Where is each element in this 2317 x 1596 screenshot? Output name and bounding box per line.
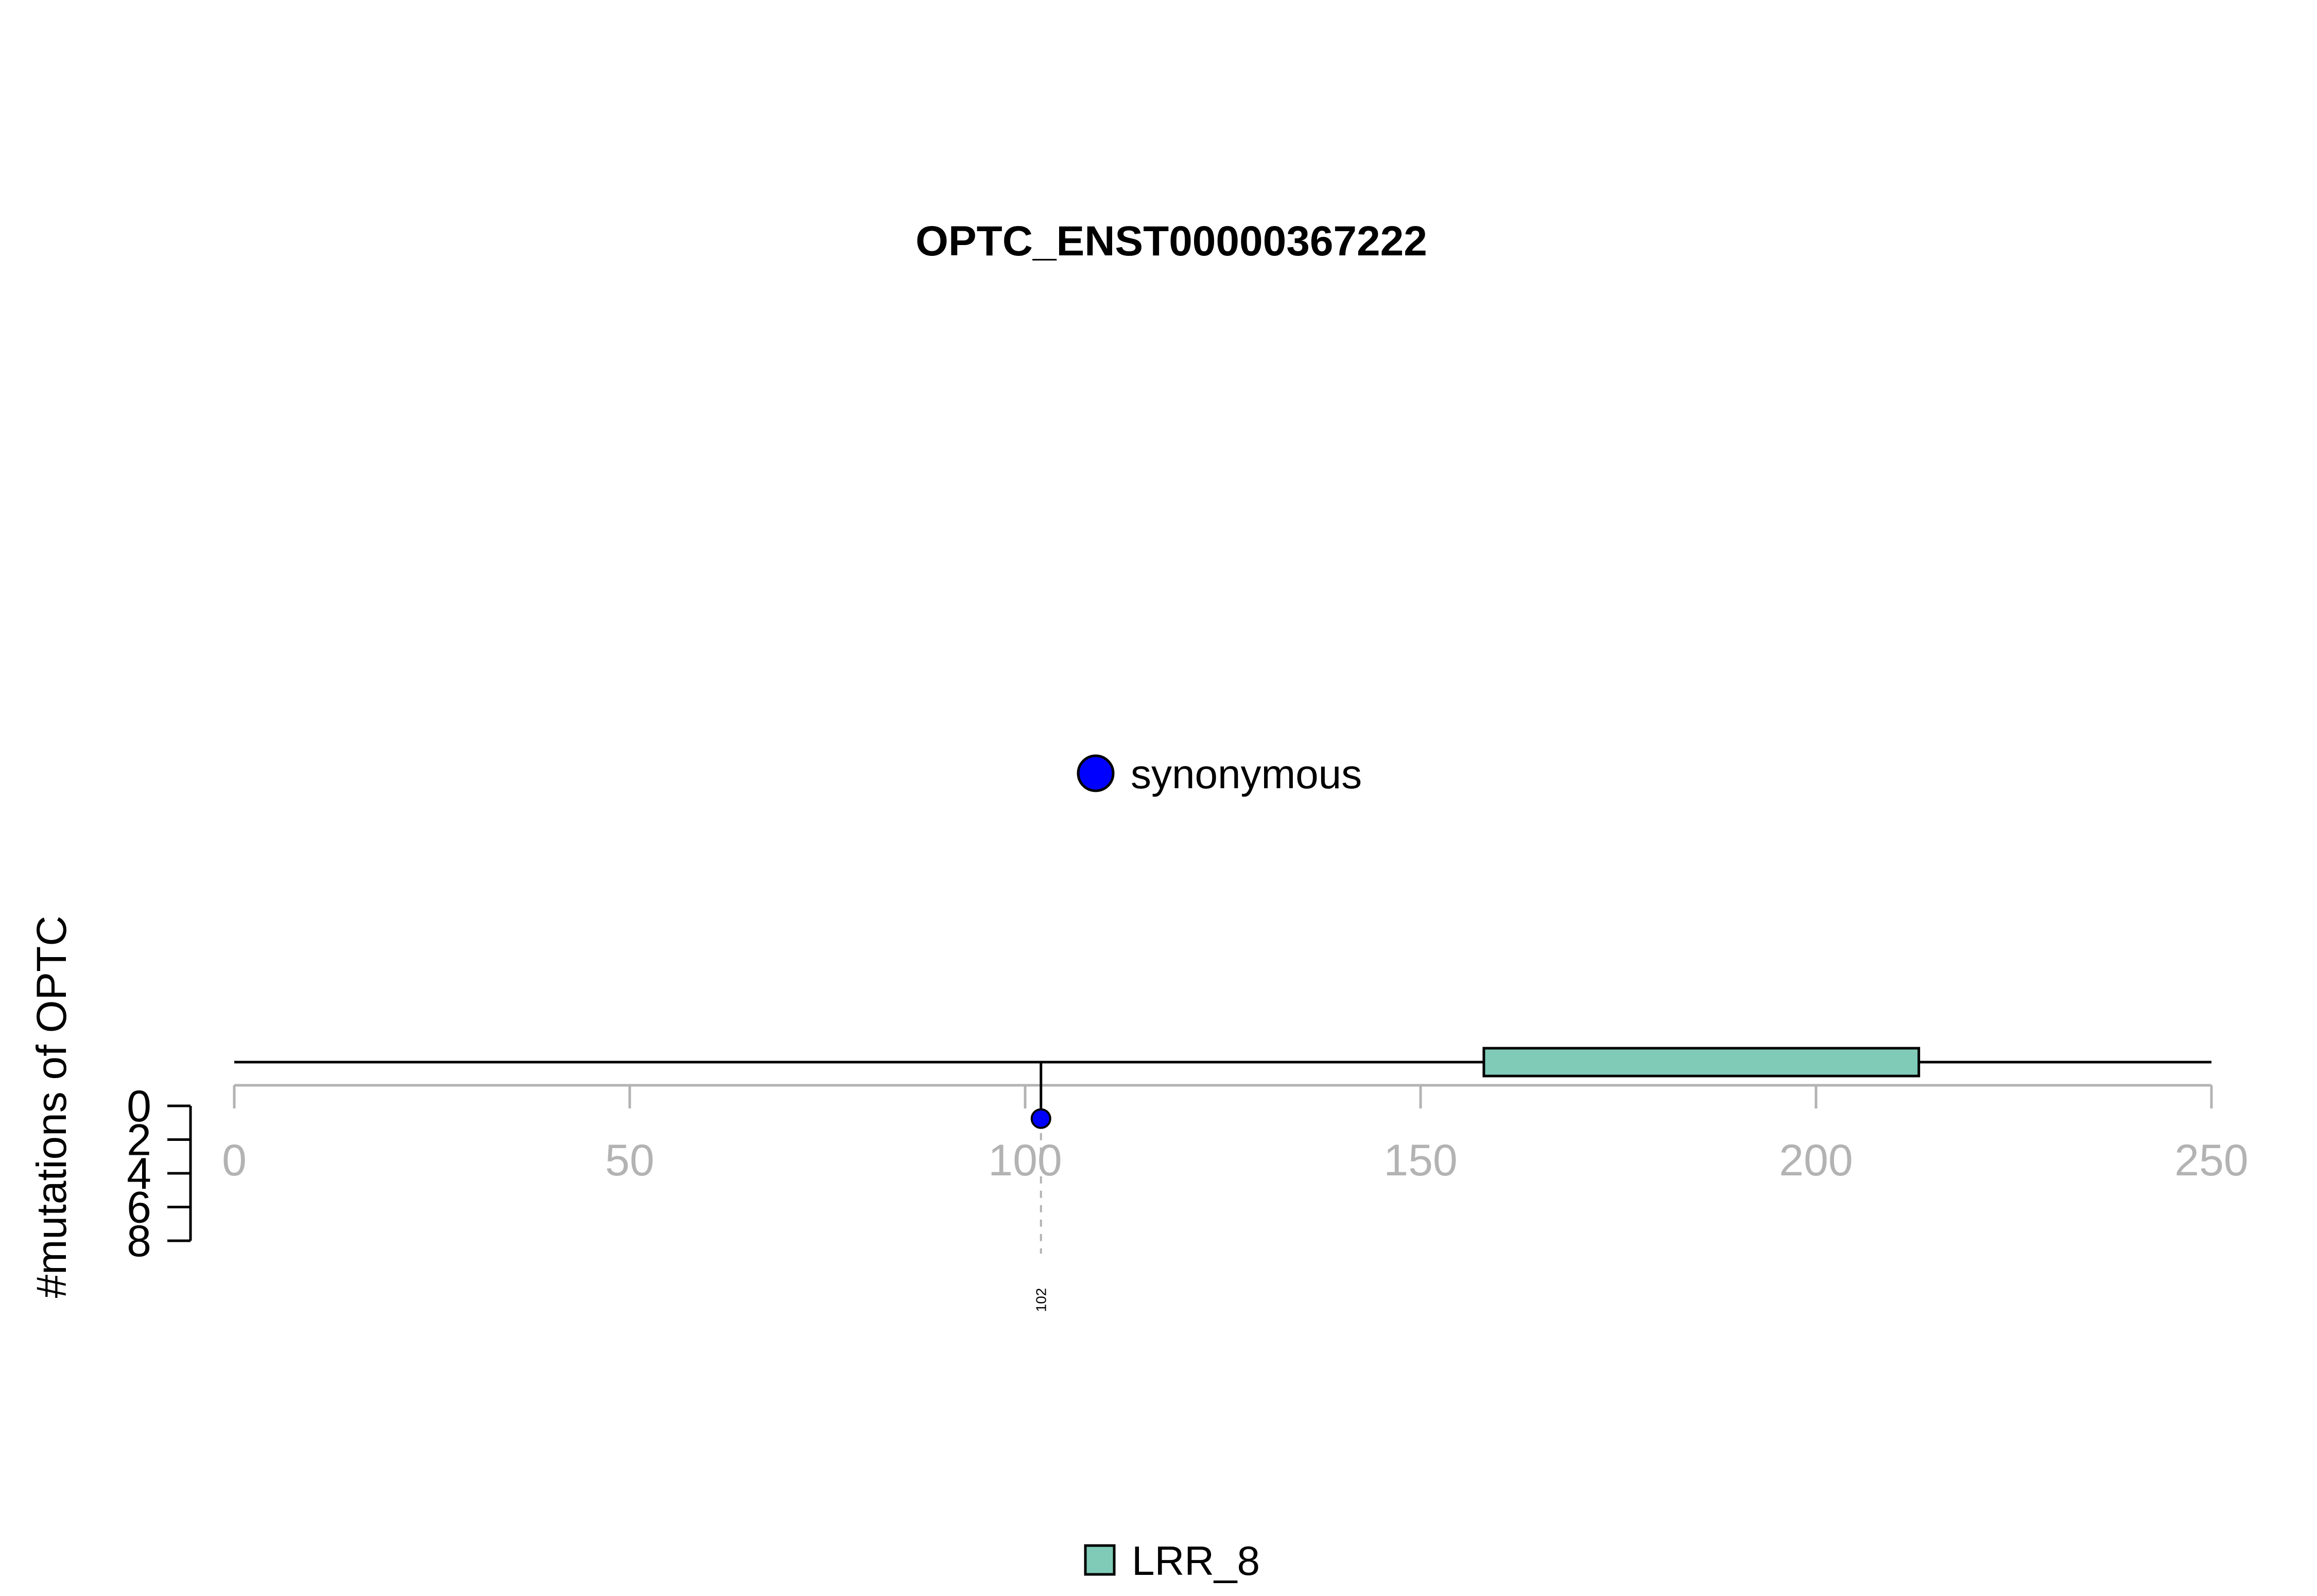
domain-layer [1482,1047,1921,1078]
mutation-position-label: 102 [1033,1288,1049,1312]
mutation-lollipops: 102 [1030,1062,1051,1312]
legend-swatch-synonymous [1077,754,1115,792]
legend-label-LRR_8: LRR_8 [1132,1538,1260,1584]
x-tick-label: 150 [1384,1136,1458,1185]
y-tick-label: 4 [127,1149,151,1199]
x-tick-label: 250 [2174,1136,2249,1185]
x-axis: 0 50 100 150 200 250 [222,1084,2249,1185]
y-tick-label: 6 [127,1183,151,1233]
x-tick-label: 0 [222,1136,247,1185]
legend-label-synonymous: synonymous [1131,751,1362,797]
domain-legend: LRR_8 [1084,1538,1260,1584]
chart-title: OPTC_ENST00000367222 [915,218,1427,265]
domain-LRR_8 [1482,1047,1921,1078]
x-tick-label: 200 [1779,1136,1853,1185]
x-tick-label: 50 [605,1136,654,1185]
legend-swatch-LRR_8 [1084,1544,1116,1576]
y-tick-label: 2 [127,1116,151,1165]
y-tick-label: 0 [127,1082,151,1131]
x-tick-label: 100 [988,1136,1062,1185]
y-axis-label: #mutations of OPTC [28,916,75,1298]
mutation-point [1030,1108,1051,1129]
mutation-type-legend: synonymous [1077,751,1362,797]
y-tick-label: 8 [127,1217,151,1266]
